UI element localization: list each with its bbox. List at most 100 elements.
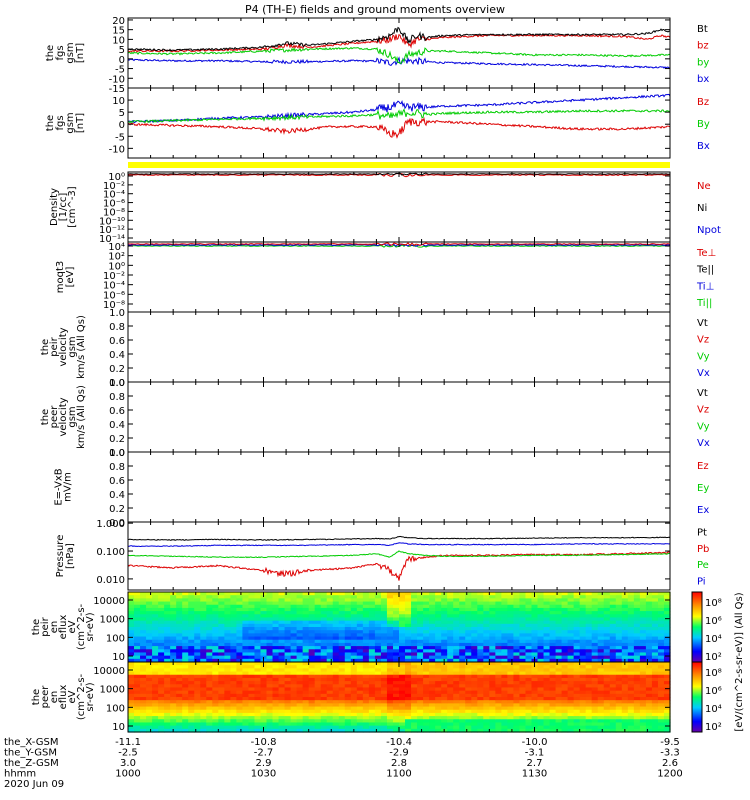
spectrogram-cell [230,620,237,625]
spectrogram-cell [417,677,424,682]
spectrogram-cell [549,633,557,638]
spectrogram-cell [200,623,207,628]
spectrogram-cell [513,712,521,717]
spectrogram-cell [224,655,231,660]
spectrogram-cell [326,709,334,714]
spectrogram-cell [230,649,237,654]
spectrogram-cell [224,639,231,644]
spectrogram-cell [206,706,213,711]
spectrogram-cell [296,655,304,660]
spectrogram-cell [152,662,159,666]
spectrogram-cell [254,611,262,615]
spectrogram-cell [308,697,316,701]
spectrogram-cell [386,636,394,641]
spectrogram-cell [447,671,454,676]
spectrogram-cell [350,646,358,650]
spectrogram-cell [435,697,442,701]
y-tick-label: -5 [115,65,125,76]
spectrogram-cell [579,687,587,692]
y-axis-label-line: velocity [58,397,69,436]
spectrogram-cell [531,646,539,650]
spectrogram-cell [525,716,533,720]
spectrogram-cell [519,636,527,641]
spectrogram-cell [128,728,135,733]
spectrogram-cell [236,722,244,727]
legend-label: Vt [697,388,708,399]
spectrogram-cell [236,652,244,657]
spectrogram-cell [134,668,141,673]
spectrogram-cell [164,623,171,628]
spectrogram-cell [411,684,418,689]
spectrogram-cell [417,700,424,704]
spectrogram-cell [519,614,527,619]
spectrogram-cell [266,636,274,641]
spectrogram-cell [368,712,376,717]
spectrogram-cell [266,671,274,676]
spectrogram-cell [278,687,286,692]
spectrogram-cell [507,633,515,638]
spectrogram-cell [374,681,382,685]
spectrogram-cell [146,658,153,663]
spectrogram-cell [639,614,647,619]
spectrogram-cell [489,662,496,666]
spectrogram-cell [597,655,605,660]
spectrogram-cell [591,595,599,599]
spectrogram-cell [146,703,153,708]
spectrogram-cell [284,639,292,644]
spectrogram-cell [579,684,587,689]
spectrogram-cell [266,709,274,714]
spectrogram-cell [164,642,171,647]
spectrogram-cell [350,719,358,724]
spectrogram-cell [543,700,551,704]
spectrogram-cell [176,690,183,695]
spectrogram-cell [302,642,310,647]
spectrogram-cell [230,725,237,730]
spectrogram-cell [374,706,382,711]
spectrogram-cell [603,633,611,638]
spectrogram-cell [176,633,183,638]
spectrogram-cell [260,716,268,720]
spectrogram-cell [423,649,430,654]
spectrogram-cell [633,719,641,724]
spectrogram-cell [621,620,629,625]
spectrogram-cell [603,693,611,698]
spectrogram-cell [296,677,304,682]
spectrogram-cell [543,592,551,596]
spectrogram-cell [140,697,147,701]
spectrogram-cell [356,623,364,628]
spectrogram-cell [561,728,569,733]
spectrogram-cell [567,620,575,625]
spectrogram-cell [332,687,340,692]
spectrogram-cell [423,668,430,673]
spectrogram-cell [308,684,316,689]
spectrogram-cell [567,722,575,727]
spectrogram-cell [224,636,231,641]
spectrogram-cell [182,681,189,685]
spectrogram-cell [386,706,394,711]
spectrogram-cell [230,674,237,679]
spectrogram-cell [651,725,659,730]
spectrogram-cell [639,633,647,638]
spectrogram-cell [465,668,472,673]
spectrogram-cell [206,595,213,599]
spectrogram-cell [591,623,599,628]
spectrogram-cell [663,601,671,606]
spectrogram-cell [386,709,394,714]
spectrogram-cell [459,642,466,647]
spectrogram-cell [218,592,225,596]
spectrogram-cell [411,601,418,606]
spectrogram-cell [639,681,647,685]
spectrogram-cell [344,728,352,733]
spectrogram-cell [639,674,647,679]
spectrogram-cell [296,719,304,724]
spectrogram-cell [212,642,219,647]
spectrogram-cell [314,623,322,628]
spectrogram-cell [320,690,328,695]
spectrogram-cell [344,614,352,619]
spectrogram-cell [597,649,605,654]
spectrogram-cell [332,671,340,676]
spectrogram-cell [314,630,322,634]
spectrogram-cell [302,630,310,634]
spectrogram-cell [314,633,322,638]
spectrogram-cell [465,681,472,685]
